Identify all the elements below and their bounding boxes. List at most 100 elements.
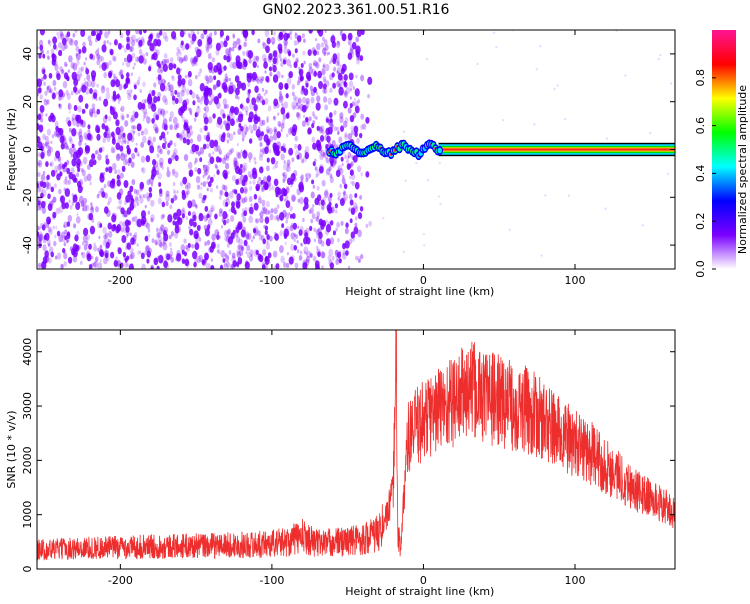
noise-point: [219, 40, 225, 48]
noise-point: [344, 154, 348, 160]
noise-point: [218, 211, 223, 217]
noise-point: [151, 168, 155, 175]
noise-point: [125, 43, 131, 50]
noise-point: [96, 247, 100, 252]
noise-point: [45, 113, 48, 117]
noise-point: [86, 234, 91, 241]
noise-point: [206, 239, 211, 246]
noise-point: [167, 157, 173, 165]
noise-point: [187, 161, 193, 170]
noise-point: [122, 158, 128, 166]
noise-point: [84, 142, 87, 146]
noise-point: [156, 40, 160, 46]
noise-point: [188, 107, 192, 112]
noise-point: [286, 251, 289, 256]
noise-point: [37, 78, 43, 88]
noise-point: [193, 55, 199, 63]
noise-point: [277, 120, 282, 127]
noise-point: [53, 43, 57, 50]
noise-point: [268, 127, 273, 135]
noise-point: [98, 190, 102, 196]
noise-point: [143, 194, 146, 199]
noise-point: [348, 72, 354, 81]
noise-point: [243, 150, 246, 155]
noise-point: [46, 239, 51, 246]
noise-point: [113, 76, 119, 85]
noise-point: [322, 152, 325, 156]
noise-point: [331, 255, 335, 261]
noise-point: [194, 157, 198, 163]
noise-point: [276, 160, 279, 165]
noise-point: [185, 132, 189, 138]
noise-point: [360, 113, 365, 120]
noise-point: [323, 152, 327, 158]
noise-point: [96, 59, 101, 66]
noise-point: [301, 33, 305, 39]
noise-point: [317, 219, 322, 226]
noise-point: [168, 234, 172, 240]
noise-point: [172, 182, 176, 187]
noise-point: [259, 149, 264, 158]
noise-point: [63, 61, 68, 67]
noise-point: [110, 251, 115, 259]
noise-point: [320, 150, 326, 158]
noise-point: [80, 73, 83, 77]
noise-point: [234, 160, 239, 169]
noise-point: [82, 241, 85, 246]
noise-point: [280, 122, 285, 130]
noise-point: [48, 145, 52, 151]
noise-point: [168, 116, 172, 122]
noise-point: [307, 74, 312, 82]
noise-point: [184, 258, 190, 267]
noise-point: [351, 101, 355, 107]
noise-point: [165, 190, 170, 197]
noise-point: [75, 244, 80, 252]
noise-point: [244, 131, 248, 135]
noise-point: [265, 139, 270, 147]
noise-point: [71, 143, 75, 149]
noise-point: [51, 199, 54, 203]
noise-point: [40, 155, 44, 160]
noise-point: [184, 98, 190, 106]
noise-point: [152, 136, 156, 143]
noise-point: [151, 118, 155, 124]
noise-point: [75, 216, 81, 224]
noise-point: [332, 230, 336, 236]
noise-point: [321, 265, 324, 269]
noise-point: [237, 113, 244, 123]
noise-point: [112, 162, 117, 171]
noise-point: [126, 113, 129, 118]
noise-point: [274, 163, 278, 169]
noise-point: [89, 225, 96, 235]
noise-point: [135, 142, 138, 146]
noise-point: [115, 126, 121, 136]
noise-point: [248, 138, 253, 144]
noise-point: [241, 137, 245, 142]
noise-point: [65, 89, 69, 96]
noise-point: [199, 99, 203, 105]
noise-point: [119, 107, 122, 111]
noise-point: [140, 105, 144, 112]
noise-point: [298, 183, 305, 193]
noise-point: [153, 82, 157, 88]
noise-point: [295, 102, 299, 107]
noise-point: [349, 169, 354, 176]
noise-point: [182, 117, 186, 122]
noise-point: [121, 140, 124, 145]
noise-point: [95, 206, 99, 213]
noise-point: [103, 206, 109, 214]
noise-point: [264, 216, 270, 224]
noise-point: [107, 239, 112, 246]
noise-point: [327, 255, 332, 262]
noise-point: [280, 255, 285, 264]
noise-point: [237, 244, 241, 250]
noise-point: [323, 51, 327, 57]
noise-point: [130, 200, 133, 205]
noise-point: [220, 250, 226, 258]
noise-point: [324, 44, 329, 51]
noise-point: [171, 75, 174, 79]
noise-point: [39, 39, 44, 47]
noise-point: [226, 243, 230, 248]
noise-point: [245, 260, 249, 266]
noise-point: [115, 142, 121, 151]
